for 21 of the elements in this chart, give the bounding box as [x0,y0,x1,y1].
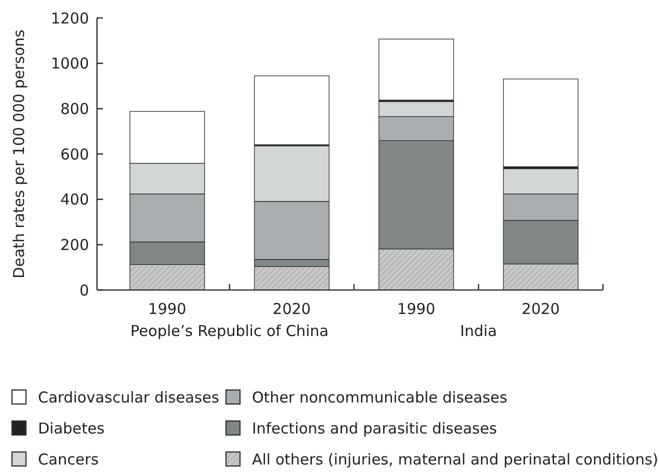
legend-label: Diabetes [38,419,105,438]
y-axis-title: Death rates per 100 000 persons [10,29,28,278]
y-tick-label: 1200 [50,9,89,28]
x-tick-label: 1990 [148,300,186,318]
legend-label: Cardiovascular diseases [38,388,220,406]
legend-label: Infections and parasitic diseases [252,419,498,438]
x-tick-label: 2020 [522,300,560,318]
legend-label: All others (injuries, maternal and perinatal conditions) [252,450,658,468]
x-tick-label: 1990 [397,300,436,318]
y-tick-label: 400 [60,190,89,209]
y-tick-label: 200 [60,236,89,254]
text: India [460,322,497,340]
y-tick-label: 1000 [50,54,89,73]
bar [503,78,578,168]
legend-label: Other noncommunicable diseases [252,388,508,406]
y-tick-label: 800 [60,100,89,118]
y-tick-label: 0 [79,281,89,300]
x-tick-label: 2020 [272,300,311,318]
text: People’s Republic of China [130,322,329,340]
y-tick-label: 600 [60,145,89,164]
legend-label: Cancers [38,450,99,468]
